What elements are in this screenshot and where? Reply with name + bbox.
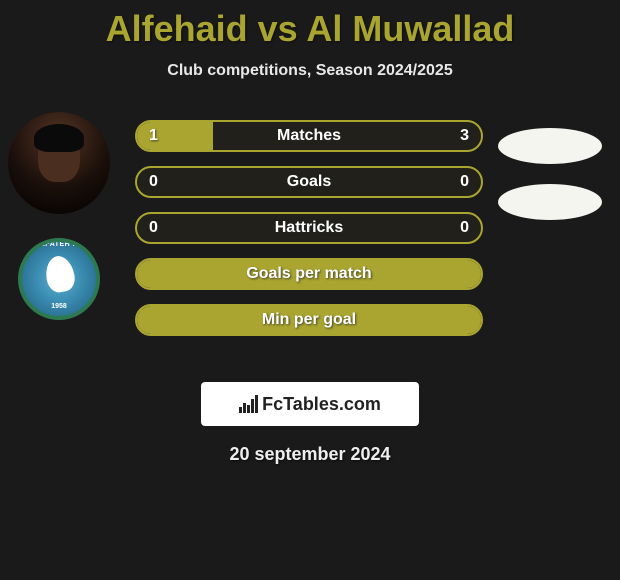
comparison-card: Alfehaid vs Al Muwallad Club competition… [0,0,620,580]
stat-label: Hattricks [137,214,481,242]
club-badge-name: ALFATEH FC [22,241,96,248]
page-subtitle: Club competitions, Season 2024/2025 [0,62,620,80]
stat-bar-matches: 1 Matches 3 [135,120,483,152]
left-column: ALFATEH FC 1958 [8,112,113,320]
opponent-club-placeholder [498,184,602,220]
content-area: ALFATEH FC 1958 1 Matches 3 0 Goals 0 [0,120,620,370]
stat-right-value: 3 [460,122,469,150]
stat-bar-goals-per-match: Goals per match [135,258,483,290]
right-column [498,128,608,240]
player-avatar [8,112,110,214]
branding-badge: FcTables.com [201,382,419,426]
chart-bars-icon [239,395,258,413]
stat-bar-goals: 0 Goals 0 [135,166,483,198]
stat-label: Matches [137,122,481,150]
stat-right-value: 0 [460,214,469,242]
stat-label: Goals [137,168,481,196]
stat-right-value: 0 [460,168,469,196]
stat-label: Min per goal [137,306,481,334]
club-badge-year: 1958 [22,303,96,310]
stats-list: 1 Matches 3 0 Goals 0 0 Hattricks 0 Go [135,120,483,336]
club-badge: ALFATEH FC 1958 [18,238,100,320]
date-text: 20 september 2024 [0,444,620,465]
stat-label: Goals per match [137,260,481,288]
opponent-avatar-placeholder [498,128,602,164]
stat-bar-min-per-goal: Min per goal [135,304,483,336]
branding-text: FcTables.com [262,394,381,415]
page-title: Alfehaid vs Al Muwallad [0,0,620,50]
stat-bar-hattricks: 0 Hattricks 0 [135,212,483,244]
